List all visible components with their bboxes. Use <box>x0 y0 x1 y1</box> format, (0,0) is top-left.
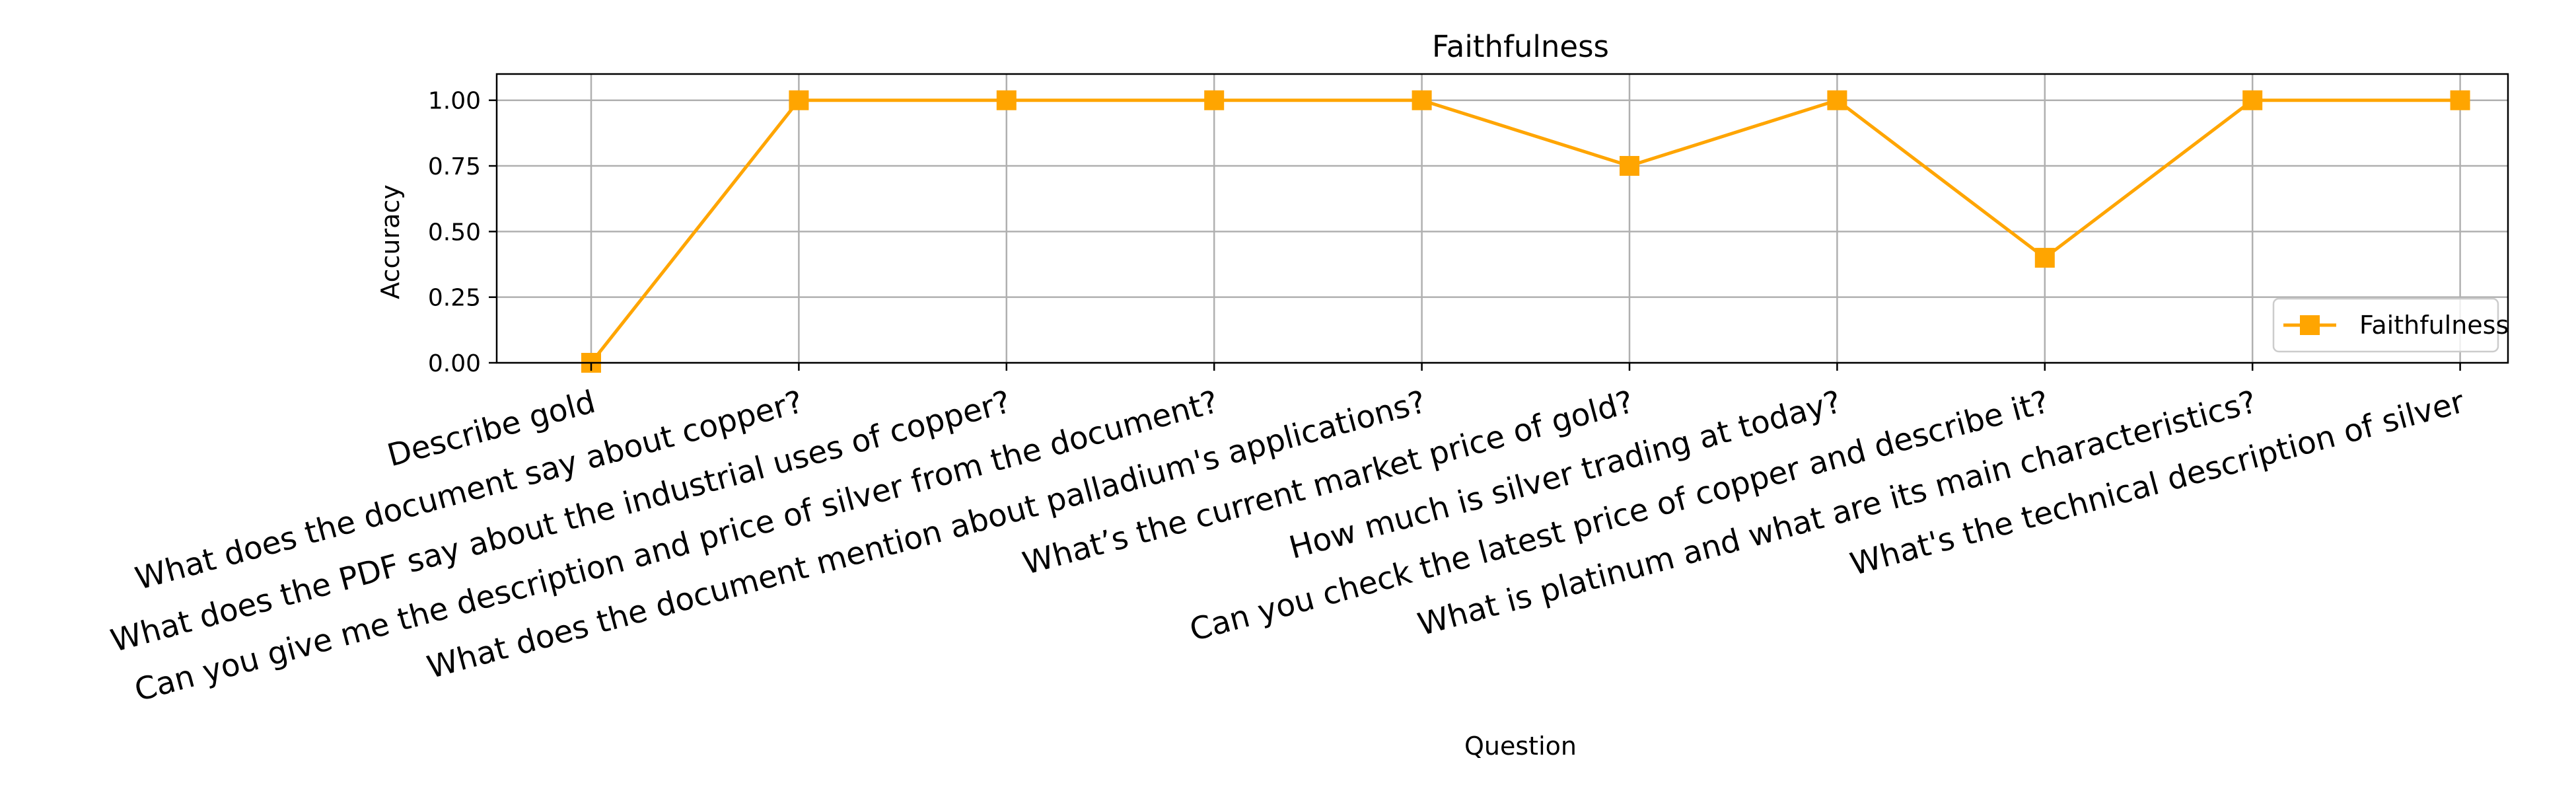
y-tick-label: 0.25 <box>428 285 481 312</box>
data-point <box>789 90 809 110</box>
legend: Faithfulness <box>2272 297 2509 353</box>
data-point <box>1204 90 1225 110</box>
data-point <box>2450 90 2470 110</box>
legend-label-faithfulness: Faithfulness <box>2359 311 2509 340</box>
x-axis-label: Question <box>1464 732 1577 761</box>
data-point <box>1620 156 1639 176</box>
data-point <box>996 90 1017 110</box>
y-tick-label: 0.75 <box>428 153 481 180</box>
data-point <box>1412 90 1432 110</box>
series-line-faithfulness <box>590 98 2460 364</box>
plot-frame <box>495 73 2509 364</box>
legend-marker-faithfulness <box>2300 315 2320 335</box>
data-point <box>2242 90 2263 110</box>
legend-box <box>2272 297 2499 353</box>
y-tick-label: 1.00 <box>428 88 481 115</box>
y-tick-label: 0.50 <box>428 219 481 246</box>
y-axis-label: Accuracy <box>376 184 405 299</box>
chart-title: Faithfulness <box>1432 29 1609 64</box>
data-point <box>1827 90 1847 110</box>
data-point <box>2034 248 2055 268</box>
y-tick-label: 0.00 <box>428 350 481 377</box>
